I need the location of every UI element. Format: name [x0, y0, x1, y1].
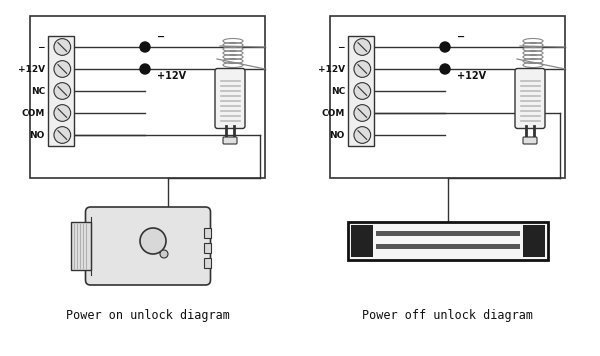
Text: Power on unlock diagram: Power on unlock diagram [66, 309, 230, 323]
Text: COM: COM [22, 109, 45, 117]
Circle shape [354, 105, 371, 121]
Text: +12V: +12V [18, 64, 45, 73]
FancyBboxPatch shape [215, 68, 245, 129]
Text: NC: NC [331, 87, 345, 95]
Circle shape [354, 39, 371, 56]
Circle shape [54, 61, 71, 77]
Text: +12V: +12V [157, 71, 186, 81]
Bar [348, 222, 548, 260]
Circle shape [354, 83, 371, 99]
Text: −: − [337, 42, 345, 52]
Text: +12V: +12V [318, 64, 345, 73]
Circle shape [140, 228, 166, 254]
Circle shape [160, 250, 168, 258]
Circle shape [140, 64, 150, 74]
Bar [376, 231, 520, 236]
Bar [376, 244, 520, 249]
Bar [203, 243, 211, 253]
Circle shape [140, 42, 150, 52]
Bar [351, 225, 373, 257]
Circle shape [54, 39, 71, 56]
Text: NC: NC [31, 87, 45, 95]
Text: −: − [37, 42, 45, 52]
Text: COM: COM [322, 109, 345, 117]
Bar [203, 228, 211, 238]
Bar [48, 36, 74, 146]
Circle shape [440, 42, 450, 52]
FancyBboxPatch shape [515, 68, 545, 129]
FancyBboxPatch shape [86, 207, 211, 285]
FancyBboxPatch shape [223, 137, 237, 144]
Text: NO: NO [329, 131, 345, 140]
Circle shape [354, 61, 371, 77]
Circle shape [54, 83, 71, 99]
Text: NO: NO [29, 131, 45, 140]
Bar [71, 222, 91, 270]
Circle shape [354, 127, 371, 143]
Text: −: − [457, 32, 465, 42]
Bar [30, 16, 265, 178]
Bar [203, 258, 211, 268]
Bar [330, 16, 565, 178]
Bar [348, 36, 374, 146]
Text: Power off unlock diagram: Power off unlock diagram [362, 309, 533, 323]
Circle shape [54, 105, 71, 121]
FancyBboxPatch shape [523, 137, 537, 144]
Bar [523, 225, 545, 257]
Text: +12V: +12V [457, 71, 486, 81]
Text: −: − [157, 32, 165, 42]
Circle shape [440, 64, 450, 74]
Circle shape [54, 127, 71, 143]
